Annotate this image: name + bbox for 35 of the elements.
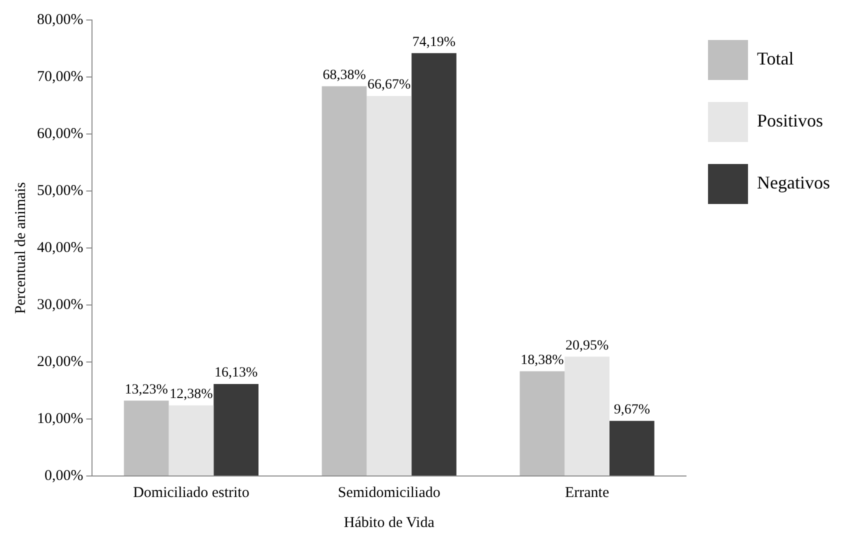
legend-label: Total xyxy=(757,48,794,69)
y-tick-label: 80,00% xyxy=(36,12,84,28)
bar xyxy=(168,405,214,476)
y-tick-label: 70,00% xyxy=(36,68,84,85)
y-tick-label: 60,00% xyxy=(36,126,84,142)
data-label: 66,67% xyxy=(368,78,412,93)
y-tick-label: 50,00% xyxy=(36,182,84,199)
y-tick-label: 30,00% xyxy=(36,296,84,313)
x-tick-label: Errante xyxy=(564,484,610,501)
x-tick-label: Semidomiciliado xyxy=(338,484,440,501)
data-label: 20,95% xyxy=(565,338,609,354)
bar xyxy=(609,420,654,476)
bar xyxy=(412,53,456,476)
data-label: 18,38% xyxy=(520,352,564,368)
x-axis-title: Hábito de Vida xyxy=(344,514,435,531)
bar xyxy=(564,356,610,476)
bar xyxy=(124,400,169,476)
bar xyxy=(214,384,258,476)
bar xyxy=(322,86,367,476)
data-label: 12,38% xyxy=(170,387,214,402)
data-label: 74,19% xyxy=(412,34,456,50)
y-axis-title: Percentual de animais xyxy=(12,182,29,314)
legend-label: Negativos xyxy=(757,172,830,193)
data-label: 9,67% xyxy=(614,402,650,418)
data-label: 68,38% xyxy=(322,68,366,83)
bar xyxy=(366,96,412,476)
y-tick-label: 0,00% xyxy=(44,468,84,484)
y-tick-label: 10,00% xyxy=(36,410,84,427)
data-label: 16,13% xyxy=(214,366,258,381)
y-tick-label: 20,00% xyxy=(36,354,84,370)
data-label: 13,23% xyxy=(124,382,168,398)
bar xyxy=(520,371,565,476)
x-tick-label: Domiciliado estrito xyxy=(133,484,250,501)
y-tick-label: 40,00% xyxy=(36,240,84,256)
legend-label: Positivos xyxy=(757,110,824,131)
